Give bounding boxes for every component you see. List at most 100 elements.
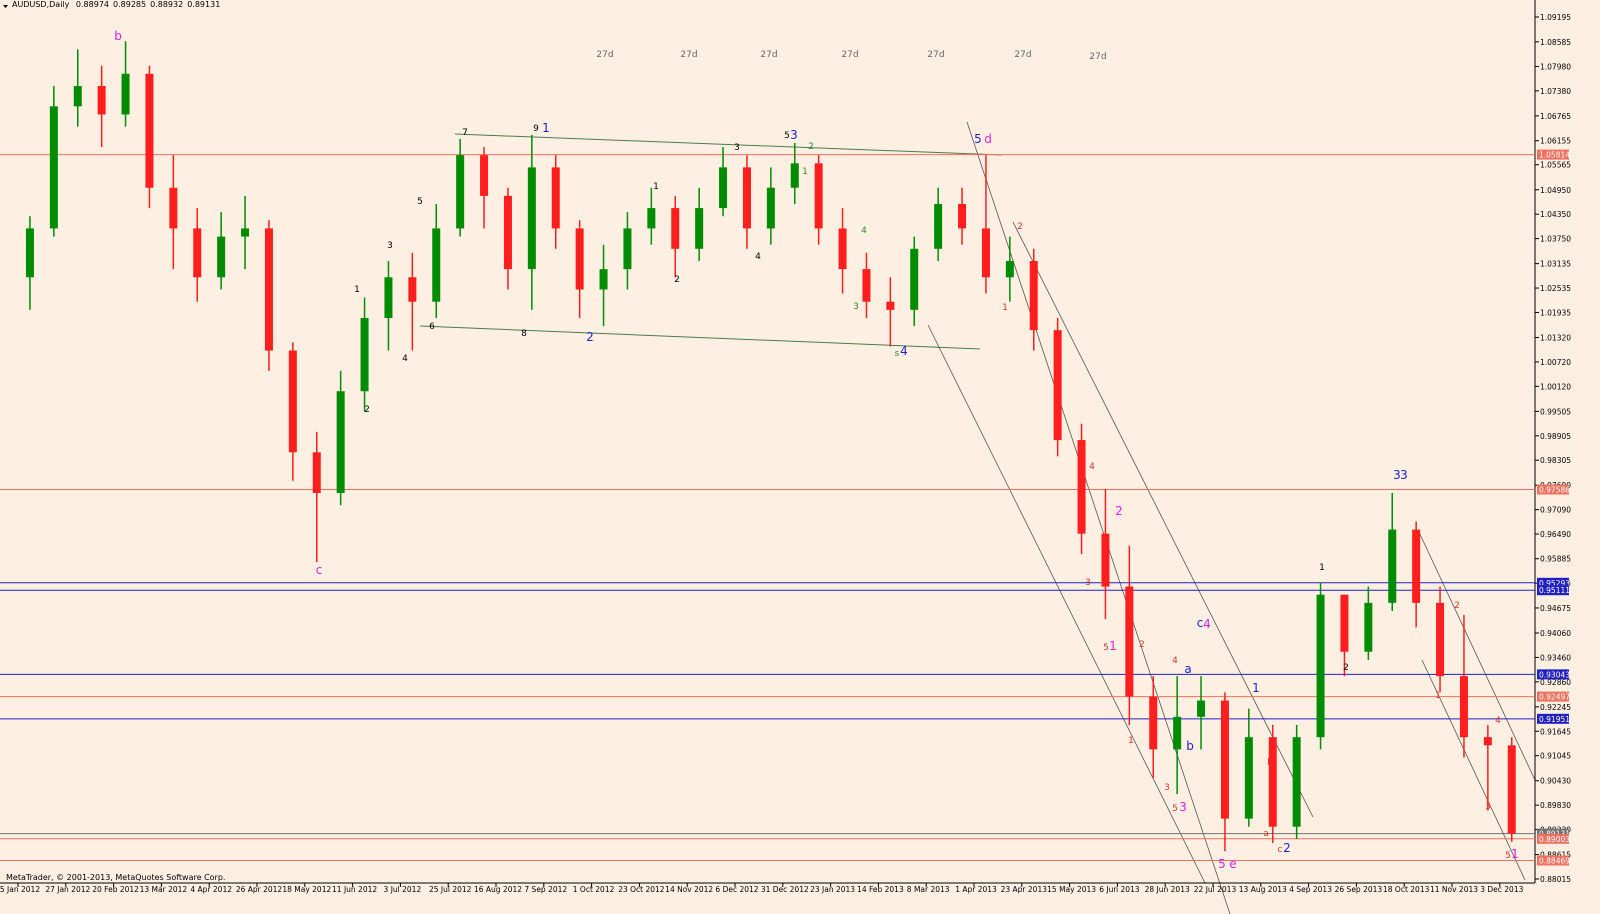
level-tag: [1537, 833, 1569, 844]
candle-body: [1197, 700, 1206, 717]
wave-label: s: [895, 349, 900, 359]
candle-body: [1173, 716, 1182, 750]
x-tick-label: 18 Oct 2013: [1383, 885, 1430, 894]
wave-label: 1: [653, 182, 659, 192]
wave-label: 9: [533, 124, 539, 134]
y-tick-label: 0.94060: [1540, 629, 1571, 638]
wave-label: 1: [1319, 563, 1325, 573]
level-tag-label: 0.92497: [1539, 693, 1570, 702]
candle-body: [264, 228, 273, 351]
y-tick-label: 1.08585: [1540, 38, 1571, 47]
x-tick-label: 13 Aug 2013: [1239, 885, 1287, 894]
x-tick-label: 31 Dec 2012: [761, 885, 809, 894]
y-tick-label: 1.03135: [1540, 260, 1571, 269]
x-tick-label: 23 Apr 2013: [1001, 885, 1048, 894]
y-tick-label: 1.05565: [1540, 161, 1571, 170]
candle-body: [1364, 602, 1373, 652]
candle-body: [575, 228, 584, 290]
candle-body: [1101, 533, 1110, 587]
level-tag: [1537, 855, 1569, 866]
trend-lines: [419, 121, 1536, 914]
header-value: 0.89131: [187, 0, 221, 9]
wave-label: 4: [1495, 716, 1501, 726]
y-tick-label: 1.03750: [1540, 235, 1571, 244]
wave-label: 4: [1172, 656, 1178, 666]
y-tick-label: 0.99505: [1540, 407, 1571, 416]
candle-body: [1029, 260, 1038, 331]
y-tick-label: 0.88015: [1540, 875, 1571, 884]
wave-label: 2: [1139, 640, 1145, 650]
candle-body: [934, 204, 943, 249]
wave-label: 27d: [1089, 52, 1106, 62]
level-tag-label: 0.88469: [1539, 857, 1570, 866]
header-value: 0.89285: [113, 0, 147, 9]
candle-body: [599, 269, 608, 290]
candle-body: [73, 85, 82, 107]
candle-body: [838, 228, 847, 270]
candle-body: [312, 452, 321, 493]
candle-body: [1005, 260, 1014, 278]
wave-label: 2: [1343, 663, 1349, 673]
wave-label: 5: [1103, 643, 1109, 653]
x-tick-label: 27 Jan 2012: [45, 885, 90, 894]
x-tick-label: 3 Jul 2012: [384, 885, 422, 894]
y-tick-label: 1.07980: [1540, 62, 1571, 71]
wave-label: 3: [853, 302, 859, 312]
y-tick-label: 0.89830: [1540, 801, 1571, 810]
candle-body: [719, 167, 728, 209]
candle-body: [1149, 696, 1158, 750]
candle-body: [480, 155, 489, 196]
y-tick-label: 1.00720: [1540, 358, 1571, 367]
candle-body: [1436, 602, 1445, 677]
x-tick-label: 7 Sep 2012: [524, 885, 567, 894]
wave-label: 2: [808, 142, 814, 152]
wave-label: 4: [900, 344, 908, 358]
x-tick-label: 26 Apr 2012: [236, 885, 283, 894]
y-tick-label: 1.02535: [1540, 284, 1571, 293]
x-tick-label: 4 Sep 2013: [1289, 885, 1332, 894]
candle-body: [742, 167, 751, 229]
candle-body: [1412, 529, 1421, 603]
candle-body: [1125, 586, 1134, 697]
level-tag: [1537, 828, 1569, 839]
candle-body: [217, 236, 226, 278]
candle-body: [360, 317, 369, 392]
trend-line: [1417, 529, 1536, 781]
candle-body: [97, 85, 106, 115]
x-tick-label: 6 Dec 2012: [715, 885, 758, 894]
y-tick-label: 0.92245: [1540, 703, 1571, 712]
candle-body: [1268, 737, 1277, 827]
candle-body: [981, 228, 990, 278]
candle-body: [503, 195, 512, 270]
header-value: 0.88932: [150, 0, 184, 9]
wave-label: 5: [1218, 857, 1226, 871]
x-tick-label: 23 Oct 2012: [618, 885, 665, 894]
candle-body: [814, 163, 823, 229]
wave-label: 27d: [1014, 50, 1031, 60]
menu-arrow[interactable]: [3, 5, 8, 8]
wave-label: 27d: [927, 50, 944, 60]
candle-body: [336, 391, 345, 493]
wave-label: 1: [1002, 303, 1008, 313]
candle-body: [1292, 737, 1301, 827]
wave-label: c: [1197, 616, 1204, 630]
x-tick-label: 3 Dec 2013: [1480, 885, 1523, 894]
x-tick-label: 18 May 2012: [282, 885, 331, 894]
wave-label: 1: [1128, 736, 1134, 746]
wave-label: 8: [521, 329, 527, 339]
level-tag-label: 0.97586: [1539, 485, 1570, 494]
y-tick-label: 1.04350: [1540, 210, 1571, 219]
wave-label: 2: [586, 330, 594, 344]
y-tick-label: 1.07380: [1540, 87, 1571, 96]
candle-body: [1388, 529, 1397, 603]
level-tag-label: 0.93043: [1539, 670, 1570, 679]
wave-label: 1: [542, 121, 550, 135]
candle-body: [456, 155, 465, 229]
level-tag-label: 0.95111: [1539, 586, 1570, 595]
x-tick-label: 14 Feb 2013: [857, 885, 904, 894]
wave-label: 2: [674, 275, 680, 285]
y-tick-label: 0.94675: [1540, 604, 1571, 613]
x-tick-label: 13 Mar 2012: [140, 885, 188, 894]
level-tag: [1537, 585, 1569, 596]
x-tick-label: 14 Nov 2012: [665, 885, 713, 894]
